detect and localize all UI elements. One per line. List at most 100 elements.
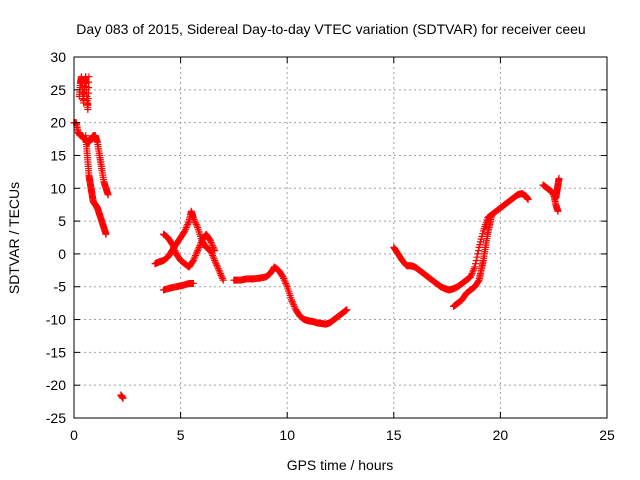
- data-point: [473, 253, 481, 261]
- data-point: [281, 278, 289, 286]
- x-tick-label: 20: [493, 427, 509, 443]
- data-point: [189, 214, 197, 222]
- series-seg5: [117, 391, 127, 402]
- data-point: [119, 394, 127, 402]
- data-point: [171, 247, 179, 255]
- y-tick-label: 20: [50, 115, 66, 131]
- data-point: [555, 174, 563, 182]
- data-point: [469, 268, 477, 276]
- data-point: [191, 217, 199, 225]
- data-points: [70, 73, 563, 402]
- data-point: [279, 273, 287, 281]
- x-tick-label: 25: [599, 427, 615, 443]
- y-axis-label: SDTVAR / TECUs: [6, 182, 22, 294]
- x-tick-label: 0: [70, 427, 78, 443]
- y-tick-label: -10: [46, 312, 66, 328]
- y-tick-label: -5: [54, 279, 67, 295]
- data-point: [474, 247, 482, 255]
- data-point: [280, 275, 288, 283]
- data-point: [289, 299, 297, 307]
- data-point: [184, 219, 192, 227]
- series-seg3: [82, 132, 110, 238]
- plot-frame: [73, 56, 608, 419]
- data-point: [208, 240, 216, 248]
- data-point: [343, 306, 351, 314]
- data-point: [168, 240, 176, 248]
- data-point: [181, 227, 189, 235]
- data-point: [218, 273, 226, 281]
- data-point: [211, 256, 219, 264]
- data-point: [182, 224, 190, 232]
- data-point: [192, 219, 200, 227]
- data-point: [213, 261, 221, 269]
- data-point: [193, 248, 201, 256]
- data-point: [215, 266, 223, 274]
- data-point: [290, 301, 298, 309]
- data-point: [467, 273, 475, 281]
- y-tick-label: -20: [46, 377, 66, 393]
- x-tick-label: 5: [177, 427, 185, 443]
- data-point: [182, 225, 190, 233]
- data-point: [214, 263, 222, 271]
- data-point: [470, 265, 478, 273]
- x-tick-label: 10: [279, 427, 295, 443]
- data-point: [195, 243, 203, 251]
- x-axis-label: GPS time / hours: [287, 457, 394, 473]
- data-point: [192, 250, 200, 258]
- data-point: [554, 207, 562, 215]
- data-point: [189, 256, 197, 264]
- data-point: [209, 252, 217, 260]
- data-point: [209, 243, 217, 251]
- data-point: [524, 195, 532, 203]
- y-tick-label: 10: [50, 180, 66, 196]
- data-point: [287, 296, 295, 304]
- y-tick-label: 30: [50, 49, 66, 65]
- data-point: [467, 271, 475, 279]
- data-point: [206, 237, 214, 245]
- data-point: [211, 258, 219, 266]
- data-point: [209, 253, 217, 261]
- data-point: [192, 220, 200, 228]
- series-seg8: [160, 279, 197, 294]
- data-point: [104, 191, 112, 199]
- y-tick-label: 0: [58, 246, 66, 262]
- data-point: [216, 270, 224, 278]
- data-point: [209, 242, 217, 250]
- data-point: [474, 250, 482, 258]
- y-tick-label: -25: [46, 410, 66, 426]
- data-point: [472, 260, 480, 268]
- data-point: [212, 260, 220, 268]
- data-point: [189, 279, 197, 287]
- data-point: [290, 302, 298, 310]
- data-point: [210, 245, 218, 253]
- data-point: [196, 242, 204, 250]
- data-point: [207, 238, 215, 246]
- y-tick-label: 5: [58, 213, 66, 229]
- grid-lines: [74, 57, 607, 418]
- data-point: [169, 243, 177, 251]
- data-point: [468, 270, 476, 278]
- data-point: [210, 255, 218, 263]
- series-seg10: [390, 190, 532, 294]
- series-seg7: [160, 230, 219, 271]
- series-seg9: [230, 263, 351, 328]
- series-seg4: [96, 151, 112, 199]
- chart-title: Day 083 of 2015, Sidereal Day-to-day VTE…: [76, 21, 585, 37]
- data-point: [194, 245, 202, 253]
- data-point: [196, 240, 204, 248]
- data-point: [190, 215, 198, 223]
- data-point: [193, 222, 201, 230]
- y-tick-label: -15: [46, 344, 66, 360]
- data-point: [192, 252, 200, 260]
- y-tick-label: 15: [50, 147, 66, 163]
- data-point: [184, 220, 192, 228]
- series-seg11: [449, 211, 496, 310]
- data-point: [214, 265, 222, 273]
- data-point: [280, 276, 288, 284]
- data-point: [288, 297, 296, 305]
- data-point: [469, 266, 477, 274]
- series-seg2: [75, 73, 93, 114]
- x-tick-label: 15: [386, 427, 402, 443]
- data-point: [194, 247, 202, 255]
